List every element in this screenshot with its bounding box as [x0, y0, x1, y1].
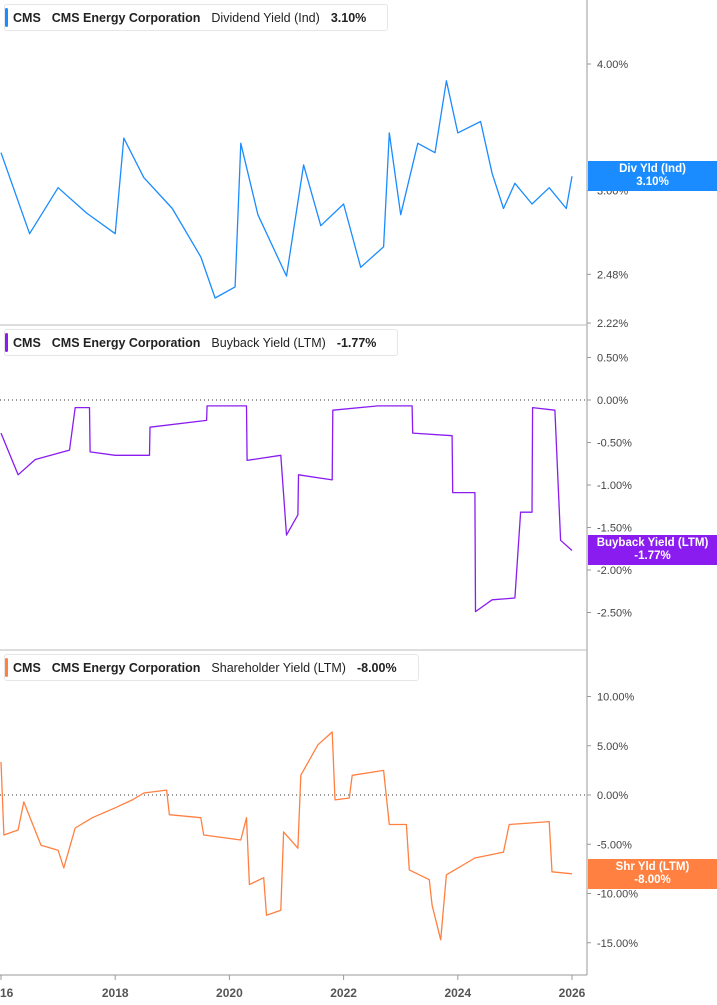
metric-value: 3.10%: [330, 10, 367, 25]
tag-value: 3.10%: [636, 176, 669, 188]
y-tick-label: 10.00%: [597, 692, 635, 704]
div-yield-last-value-tag: Div Yld (Ind) 3.10%: [588, 161, 717, 191]
y-tick-label: -1.00%: [597, 480, 632, 492]
panel-1-header: CMS CMS Energy Corporation Dividend Yiel…: [4, 4, 389, 31]
x-tick-label: 2020: [216, 986, 243, 1000]
shareholder-yield-last-value-tag: Shr Yld (LTM) -8.00%: [588, 859, 717, 889]
ticker: CMS: [13, 660, 41, 675]
tag-label: Div Yld (Ind): [619, 163, 686, 175]
y-tick-label: -15.00%: [597, 938, 638, 950]
tag-value: -1.77%: [634, 550, 671, 562]
series-color-bar: [5, 8, 8, 27]
metric-name: Dividend Yield (Ind): [211, 10, 320, 25]
y-tick-label: -5.00%: [597, 839, 632, 851]
y-tick-label: 4.00%: [597, 59, 628, 71]
x-tick-label: 2024: [444, 986, 471, 1000]
panel-3-header: CMS CMS Energy Corporation Shareholder Y…: [4, 654, 419, 681]
y-tick-label: -1.50%: [597, 523, 632, 535]
tag-label: Shr Yld (LTM): [615, 861, 690, 873]
y-tick-label: 2.22%: [597, 318, 628, 330]
panel-2-header: CMS CMS Energy Corporation Buyback Yield…: [4, 329, 399, 356]
x-tick-label: 2022: [330, 986, 357, 1000]
metric-value: -8.00%: [356, 660, 397, 675]
y-tick-label: 0.50%: [597, 353, 628, 365]
buyback-yield-last-value-tag: Buyback Yield (LTM) -1.77%: [588, 535, 717, 565]
tag-value: -8.00%: [634, 874, 671, 886]
series-line-1: [0, 80, 573, 299]
ticker: CMS: [13, 10, 41, 25]
metric-name: Shareholder Yield (LTM): [211, 660, 346, 675]
x-tick-label: 2026: [559, 986, 586, 1000]
x-tick-label: 2018: [102, 986, 129, 1000]
y-tick-label: -2.50%: [597, 608, 632, 620]
series-line-2: [0, 405, 573, 613]
series-line-3: [0, 731, 573, 941]
y-tick-label: 2.48%: [597, 269, 628, 281]
y-tick-label: -10.00%: [597, 889, 638, 901]
y-tick-label: 5.00%: [597, 741, 628, 753]
series-color-bar: [5, 658, 8, 677]
company-name: CMS Energy Corporation: [51, 10, 201, 25]
ticker: CMS: [13, 335, 41, 350]
x-tick-label: 16: [0, 986, 14, 1000]
series-color-bar: [5, 333, 8, 352]
tag-label: Buyback Yield (LTM): [596, 537, 709, 549]
y-tick-label: -2.00%: [597, 565, 632, 577]
y-tick-label: 0.00%: [597, 790, 628, 802]
company-name: CMS Energy Corporation: [51, 335, 201, 350]
company-name: CMS Energy Corporation: [51, 660, 201, 675]
metric-value: -1.77%: [336, 335, 377, 350]
metric-name: Buyback Yield (LTM): [211, 335, 326, 350]
y-tick-label: 0.00%: [597, 395, 628, 407]
y-tick-label: -0.50%: [597, 438, 632, 450]
